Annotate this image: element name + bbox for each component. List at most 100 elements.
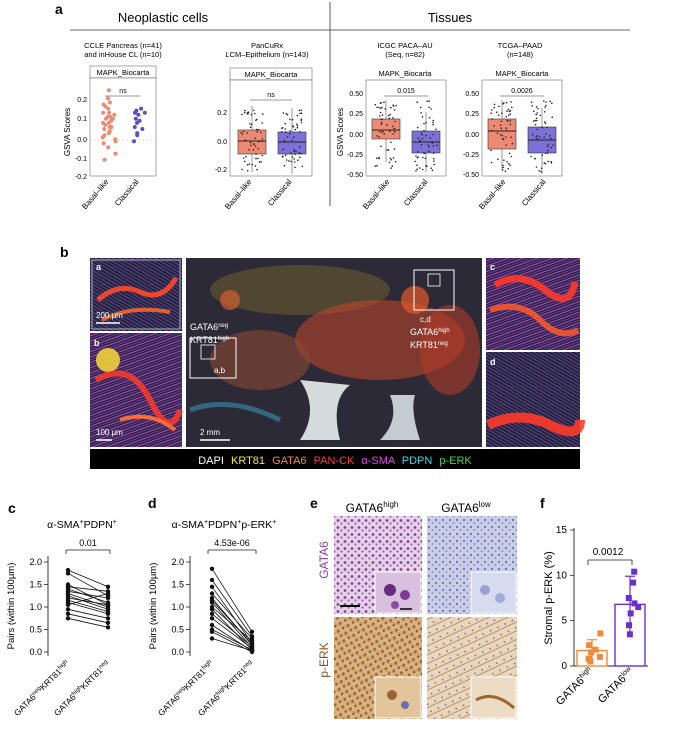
jitter-point bbox=[389, 157, 392, 160]
jitter-point bbox=[430, 167, 433, 169]
pair-line bbox=[211, 586, 253, 644]
jitter-point bbox=[284, 122, 287, 125]
jitter-point bbox=[530, 101, 533, 103]
jitter-point bbox=[254, 137, 256, 140]
jitter-point bbox=[257, 128, 260, 131]
jitter-point bbox=[537, 107, 539, 110]
pair-line bbox=[211, 602, 253, 648]
jitter-points bbox=[490, 100, 554, 173]
jitter-point bbox=[428, 145, 430, 148]
y-axis-label: Pairs (within 100μm) bbox=[6, 563, 17, 650]
jitter-point bbox=[260, 131, 262, 134]
jitter-point bbox=[258, 161, 261, 163]
jitter-point bbox=[418, 140, 421, 143]
multiplex-whole-section-image: a,b c,d GATA6neg KRT81high GATA6high KRT… bbox=[186, 258, 482, 447]
jitter-point bbox=[392, 133, 395, 135]
jitter-point bbox=[490, 149, 492, 152]
jitter-point bbox=[300, 121, 303, 124]
jitter-point bbox=[433, 163, 436, 166]
panel-c-title: α-SMA+PDPN+ bbox=[47, 519, 117, 531]
jitter-point bbox=[294, 128, 297, 131]
jitter-point bbox=[296, 126, 299, 129]
jitter-point bbox=[295, 150, 297, 153]
jitter-point bbox=[283, 164, 286, 167]
jitter-point bbox=[549, 100, 551, 103]
data-point bbox=[209, 584, 215, 589]
jitter-point bbox=[429, 137, 432, 139]
plot-title-line2: and inHouse CL (n=10) bbox=[84, 50, 162, 59]
y-tick: -0.25 bbox=[347, 152, 363, 159]
jitter-point bbox=[433, 160, 435, 162]
jitter-point bbox=[254, 112, 256, 115]
jitter-point bbox=[376, 164, 378, 167]
jitter-point bbox=[378, 115, 381, 117]
data-point bbox=[209, 566, 215, 571]
jitter-point bbox=[243, 111, 246, 114]
jitter-point bbox=[543, 121, 546, 123]
inset-b-image: b 100 μm bbox=[90, 333, 183, 447]
pair-line bbox=[211, 600, 253, 645]
jitter-point bbox=[262, 113, 264, 115]
jitter-point bbox=[394, 160, 397, 163]
pair-line bbox=[67, 613, 109, 624]
jitter-point bbox=[281, 127, 284, 129]
jitter-point bbox=[297, 159, 299, 161]
pair-line bbox=[67, 608, 109, 619]
jitter-point bbox=[491, 118, 493, 120]
panel-e-letter: e bbox=[310, 495, 318, 511]
y-tick: 0.1 bbox=[77, 116, 87, 123]
jitter-point bbox=[424, 157, 427, 160]
jitter-point bbox=[423, 152, 426, 154]
jitter-point bbox=[432, 157, 435, 160]
data-point bbox=[65, 616, 71, 621]
scale-label: 200 μm bbox=[96, 311, 123, 320]
data-point bbox=[65, 571, 71, 576]
jitter-point bbox=[427, 144, 429, 146]
jitter-point bbox=[284, 128, 287, 130]
jitter-point bbox=[425, 164, 427, 167]
jitter-point bbox=[534, 123, 537, 126]
jitter-point bbox=[500, 120, 503, 123]
plot-title-line1: TCGA–PAAD bbox=[498, 41, 543, 50]
jitter-point bbox=[381, 106, 383, 109]
jitter-point bbox=[544, 111, 546, 113]
inset-c-image: c bbox=[486, 258, 580, 350]
y-tick: -0.50 bbox=[463, 172, 479, 179]
jitter-point bbox=[247, 111, 249, 114]
inset-d-image: d bbox=[485, 352, 585, 447]
bars bbox=[576, 568, 646, 667]
jitter-point bbox=[509, 113, 512, 115]
inset-label: a bbox=[96, 262, 102, 272]
jitter-point bbox=[256, 131, 259, 133]
jitter-point bbox=[246, 163, 249, 166]
jitter-point bbox=[261, 122, 264, 124]
pair-line bbox=[67, 593, 109, 606]
pair-line bbox=[211, 617, 253, 649]
panel-b-letter: b bbox=[60, 244, 69, 260]
inset-label: c bbox=[490, 262, 495, 272]
jitter-point bbox=[507, 167, 510, 170]
y-tick: 0.00 bbox=[349, 132, 363, 139]
jitter-point bbox=[415, 155, 417, 157]
data-point-classical bbox=[135, 120, 139, 125]
jitter-point bbox=[255, 119, 257, 122]
plot-title-line2: (Seq, n=82) bbox=[385, 50, 425, 59]
gsva-plot-ccle: CCLE Pancreas (n=41) and inHouse CL (n=1… bbox=[63, 41, 162, 211]
jitter-point bbox=[249, 123, 251, 125]
jitter-point bbox=[547, 149, 549, 152]
data-point bbox=[625, 595, 632, 601]
pair-line bbox=[67, 590, 109, 599]
data-point-basal bbox=[104, 116, 108, 121]
jitter-point bbox=[383, 101, 385, 103]
jitter-point bbox=[293, 161, 296, 163]
jitter-point bbox=[380, 118, 382, 120]
data-point bbox=[635, 604, 642, 611]
jitter-point bbox=[245, 155, 247, 158]
jitter-point bbox=[417, 137, 419, 139]
jitter-point bbox=[291, 118, 294, 121]
ihc-perk-high bbox=[334, 617, 422, 719]
panel-d-title: α-SMA+PDPN+p-ERK+ bbox=[172, 519, 277, 531]
jitter-point bbox=[414, 160, 416, 163]
y-tick: 0.50 bbox=[349, 91, 363, 98]
y-tick-label: 2.0 bbox=[29, 557, 42, 567]
